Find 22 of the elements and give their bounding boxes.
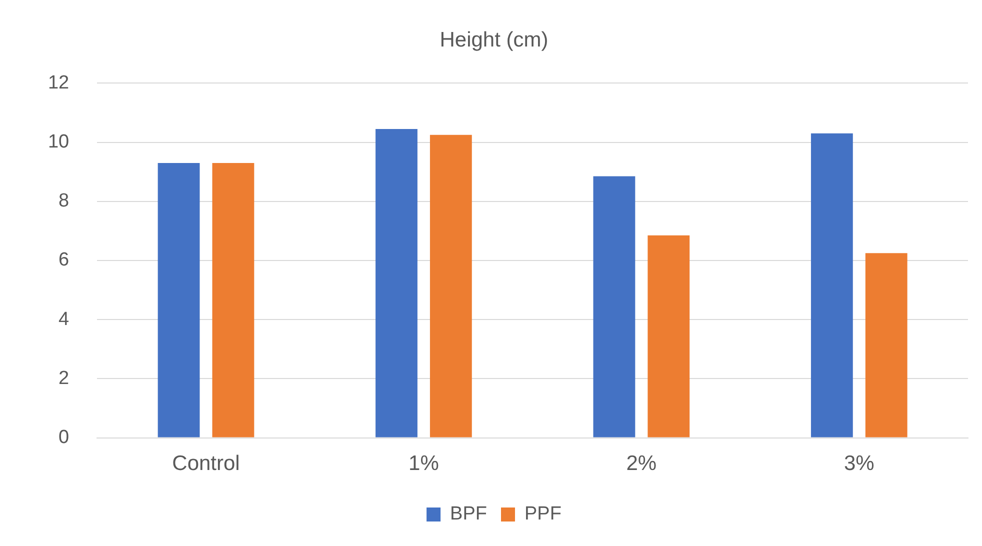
y-tick-label: 0: [58, 427, 70, 448]
bar: [648, 235, 690, 438]
x-tick-label: Control: [172, 452, 240, 476]
chart-title: Height (cm): [440, 28, 548, 52]
bar: [810, 133, 853, 438]
bar: [593, 176, 636, 438]
y-tick-label: 12: [48, 72, 70, 94]
legend-label: PPF: [524, 504, 562, 525]
y-tick-label: 6: [58, 250, 70, 271]
bar: [865, 253, 908, 438]
y-tick-label: 10: [48, 132, 70, 153]
bar: [158, 162, 200, 438]
x-tick-label: 1%: [408, 452, 439, 476]
legend-label: BPF: [450, 504, 487, 525]
y-tick-label: 8: [58, 190, 70, 212]
y-tick-label: 4: [58, 308, 70, 330]
y-tick-label: 2: [58, 368, 70, 389]
bar: [212, 162, 254, 438]
bar: [430, 134, 472, 438]
x-tick-label: 2%: [626, 452, 657, 476]
x-tick-label: 3%: [844, 452, 874, 476]
bar: [376, 129, 418, 438]
